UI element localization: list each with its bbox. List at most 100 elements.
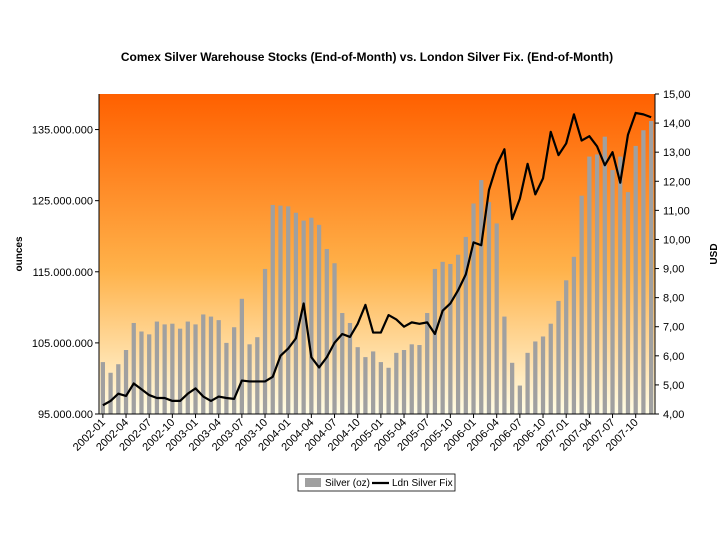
right-tick-label: 7,00: [663, 322, 684, 334]
bar-2006-02: [479, 180, 484, 414]
bar-2006-04: [494, 223, 499, 414]
bar-2005-02: [386, 367, 391, 414]
bar-2002-06: [139, 331, 144, 414]
bar-2007-01: [564, 280, 569, 414]
bar-2002-09: [162, 324, 167, 414]
right-tick-label: 14,00: [663, 118, 691, 130]
bar-2003-12: [278, 205, 283, 414]
bar-2006-07: [517, 385, 522, 414]
right-tick-label: 4,00: [663, 409, 684, 421]
legend: Silver (oz) Ldn Silver Fix: [297, 473, 456, 492]
bar-2003-07: [239, 298, 244, 414]
bar-2005-06: [417, 345, 422, 414]
bar-2005-08: [432, 268, 438, 414]
bar-2004-09: [347, 322, 353, 414]
bar-2003-06: [232, 327, 237, 414]
y-axis-title: ounces: [14, 236, 25, 271]
bar-2003-01: [193, 324, 198, 414]
bar-2002-04: [123, 350, 129, 414]
right-tick-label: 5,00: [663, 380, 684, 392]
bar-2006-12: [556, 300, 561, 414]
bar-2002-01: [100, 362, 105, 414]
bar-2004-08: [340, 313, 345, 414]
plot-area: [99, 94, 655, 414]
bar-2007-08: [618, 156, 623, 414]
left-axis-ticks: 95.000.000 105.000.000 115.000.000 125.000.…: [32, 125, 99, 421]
silver-fix-line: [102, 111, 652, 407]
bar-2007-11: [641, 130, 646, 414]
bar-2003-09: [255, 337, 260, 414]
bar-2003-03: [208, 316, 214, 414]
bar-2004-12: [371, 351, 376, 414]
right-axis-ticks: 4,00 5,00 6,00 7,00 8,00 9,00 10,00 11,00 12,00 1…: [655, 89, 691, 421]
bar-2003-10: [262, 268, 268, 414]
bar-2005-05: [409, 344, 414, 414]
legend-label-bars: Silver (oz): [325, 478, 370, 489]
bar-2007-06: [602, 136, 607, 415]
bar-2006-06: [510, 362, 515, 414]
right-tick-label: 11,00: [663, 205, 690, 217]
right-tick-label: 13,00: [663, 147, 691, 159]
right-tick-label: 12,00: [663, 176, 691, 188]
bar-2004-06: [324, 249, 329, 414]
bar-2003-08: [247, 344, 252, 414]
chart-title: Comex Silver Warehouse Stocks (End-of-Mo…: [121, 50, 613, 64]
bar-2007-03: [579, 195, 584, 414]
bar-2007-12: [649, 121, 654, 415]
bar-2006-01: [471, 203, 476, 414]
bar-2005-09: [440, 261, 445, 414]
bar-2007-02: [571, 256, 577, 414]
right-tick-label: 15,00: [663, 89, 691, 101]
bar-2002-05: [131, 322, 136, 414]
bar-2002-02: [108, 372, 113, 414]
bar-2003-11: [270, 204, 275, 414]
right-tick-label: 8,00: [663, 293, 684, 305]
left-tick-label: 105.000.000: [32, 338, 93, 350]
bar-2005-04: [401, 350, 407, 414]
bar-2006-10: [540, 336, 546, 414]
bar-2004-05: [316, 224, 322, 414]
bar-2006-11: [548, 323, 553, 414]
bar-2005-12: [463, 236, 468, 414]
legend-swatch-bar: [305, 478, 321, 487]
bar-2004-01: [286, 206, 291, 414]
bar-2002-10: [170, 323, 175, 414]
bar-2004-03: [301, 220, 306, 414]
right-tick-label: 9,00: [663, 264, 684, 276]
bar-2004-11: [363, 357, 368, 414]
bar-2007-09: [625, 192, 631, 414]
bar-2007-10: [633, 145, 638, 414]
bar-2002-12: [185, 321, 190, 414]
bar-2005-07: [425, 313, 430, 414]
line-series: [102, 111, 652, 407]
bar-2003-05: [224, 342, 229, 414]
bar-2002-03: [116, 364, 121, 414]
bar-2004-07: [332, 263, 337, 414]
right-tick-label: 10,00: [663, 234, 691, 246]
bar-2005-11: [455, 254, 461, 414]
bar-2005-01: [378, 362, 383, 414]
bar-2006-08: [525, 352, 530, 414]
bar-2005-03: [394, 352, 399, 414]
bar-series: [100, 121, 654, 415]
x-axis-ticks: 2002-012002-042002-072002-102003-012003-…: [71, 414, 641, 454]
bar-2004-02: [293, 212, 299, 414]
bar-2006-09: [533, 341, 538, 414]
bar-2007-04: [587, 156, 592, 414]
bar-2002-07: [147, 334, 152, 414]
bar-2003-02: [201, 314, 206, 414]
bar-2002-08: [154, 321, 160, 414]
bar-2002-11: [177, 328, 183, 414]
bar-2004-04: [309, 217, 314, 414]
bar-2004-10: [355, 347, 360, 414]
bar-2003-04: [216, 320, 221, 414]
bar-2007-05: [594, 154, 600, 414]
legend-label-line: Ldn Silver Fix: [392, 478, 453, 489]
bar-2005-10: [448, 263, 453, 414]
right-tick-label: 6,00: [663, 351, 684, 363]
bar-2006-05: [502, 316, 507, 414]
bar-2006-03: [486, 202, 492, 414]
left-tick-label: 135.000.000: [32, 125, 93, 137]
